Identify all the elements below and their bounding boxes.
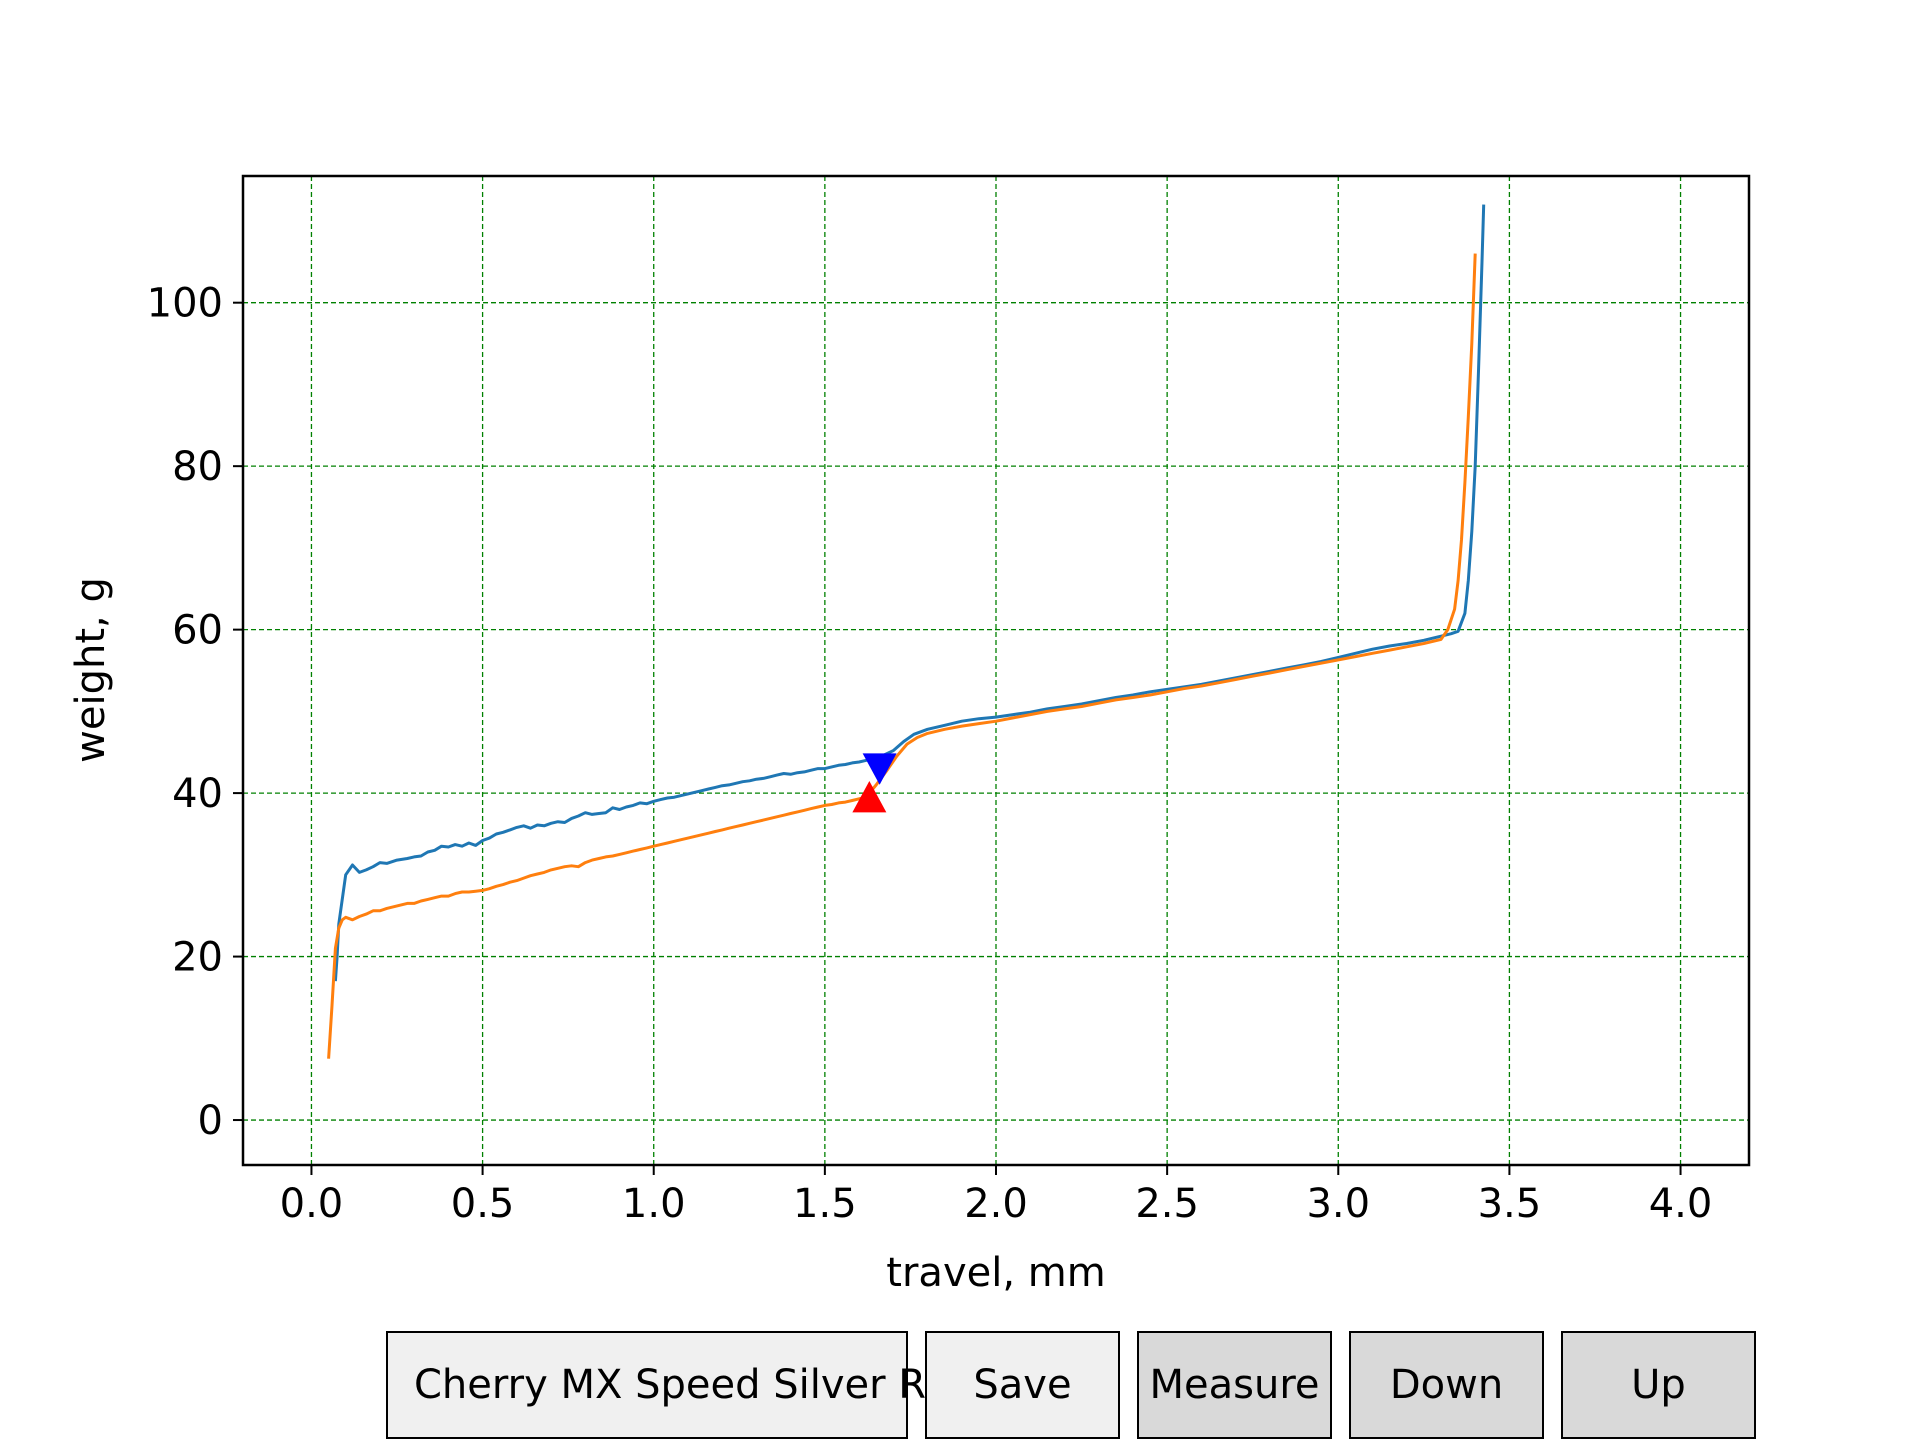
x-tick-label: 2.5 bbox=[1135, 1181, 1199, 1227]
x-tick-label: 1.5 bbox=[793, 1181, 857, 1227]
x-tick-label: 0.5 bbox=[451, 1181, 515, 1227]
x-tick-label: 1.0 bbox=[622, 1181, 686, 1227]
x-tick-label: 3.0 bbox=[1306, 1181, 1370, 1227]
x-tick-label: 2.0 bbox=[964, 1181, 1028, 1227]
y-tick-label: 100 bbox=[147, 281, 223, 327]
y-axis-label: weight, g bbox=[68, 577, 114, 763]
axis-ticks: 0.0 0.5 1.0 1.5 2.0 2.5 3.0 3.5 4.0 0 20 40 60 80 100 bbox=[147, 281, 1713, 1227]
measure-button[interactable]: Measure bbox=[1137, 1331, 1332, 1439]
markers bbox=[852, 753, 897, 813]
release-marker bbox=[852, 780, 887, 813]
x-tick-label: 3.5 bbox=[1478, 1181, 1542, 1227]
y-tick-label: 20 bbox=[172, 935, 223, 981]
x-tick-label: 0.0 bbox=[280, 1181, 344, 1227]
y-tick-label: 0 bbox=[198, 1098, 223, 1144]
series-lines bbox=[327, 204, 1486, 1059]
down-button[interactable]: Down bbox=[1349, 1331, 1544, 1439]
series-line-2 bbox=[327, 253, 1477, 1059]
grid-lines bbox=[243, 176, 1749, 1165]
x-tick-label: 4.0 bbox=[1649, 1181, 1713, 1227]
save-button[interactable]: Save bbox=[925, 1331, 1120, 1439]
y-tick-label: 60 bbox=[172, 608, 223, 654]
switch-name-input[interactable]: Cherry MX Speed Silver RGB bbox=[386, 1331, 985, 1439]
y-tick-label: 80 bbox=[172, 444, 223, 490]
series-line-1 bbox=[333, 204, 1486, 982]
x-axis-label: travel, mm bbox=[886, 1250, 1105, 1296]
up-button[interactable]: Up bbox=[1561, 1331, 1756, 1439]
y-tick-label: 40 bbox=[172, 771, 223, 817]
press-marker bbox=[862, 753, 897, 785]
